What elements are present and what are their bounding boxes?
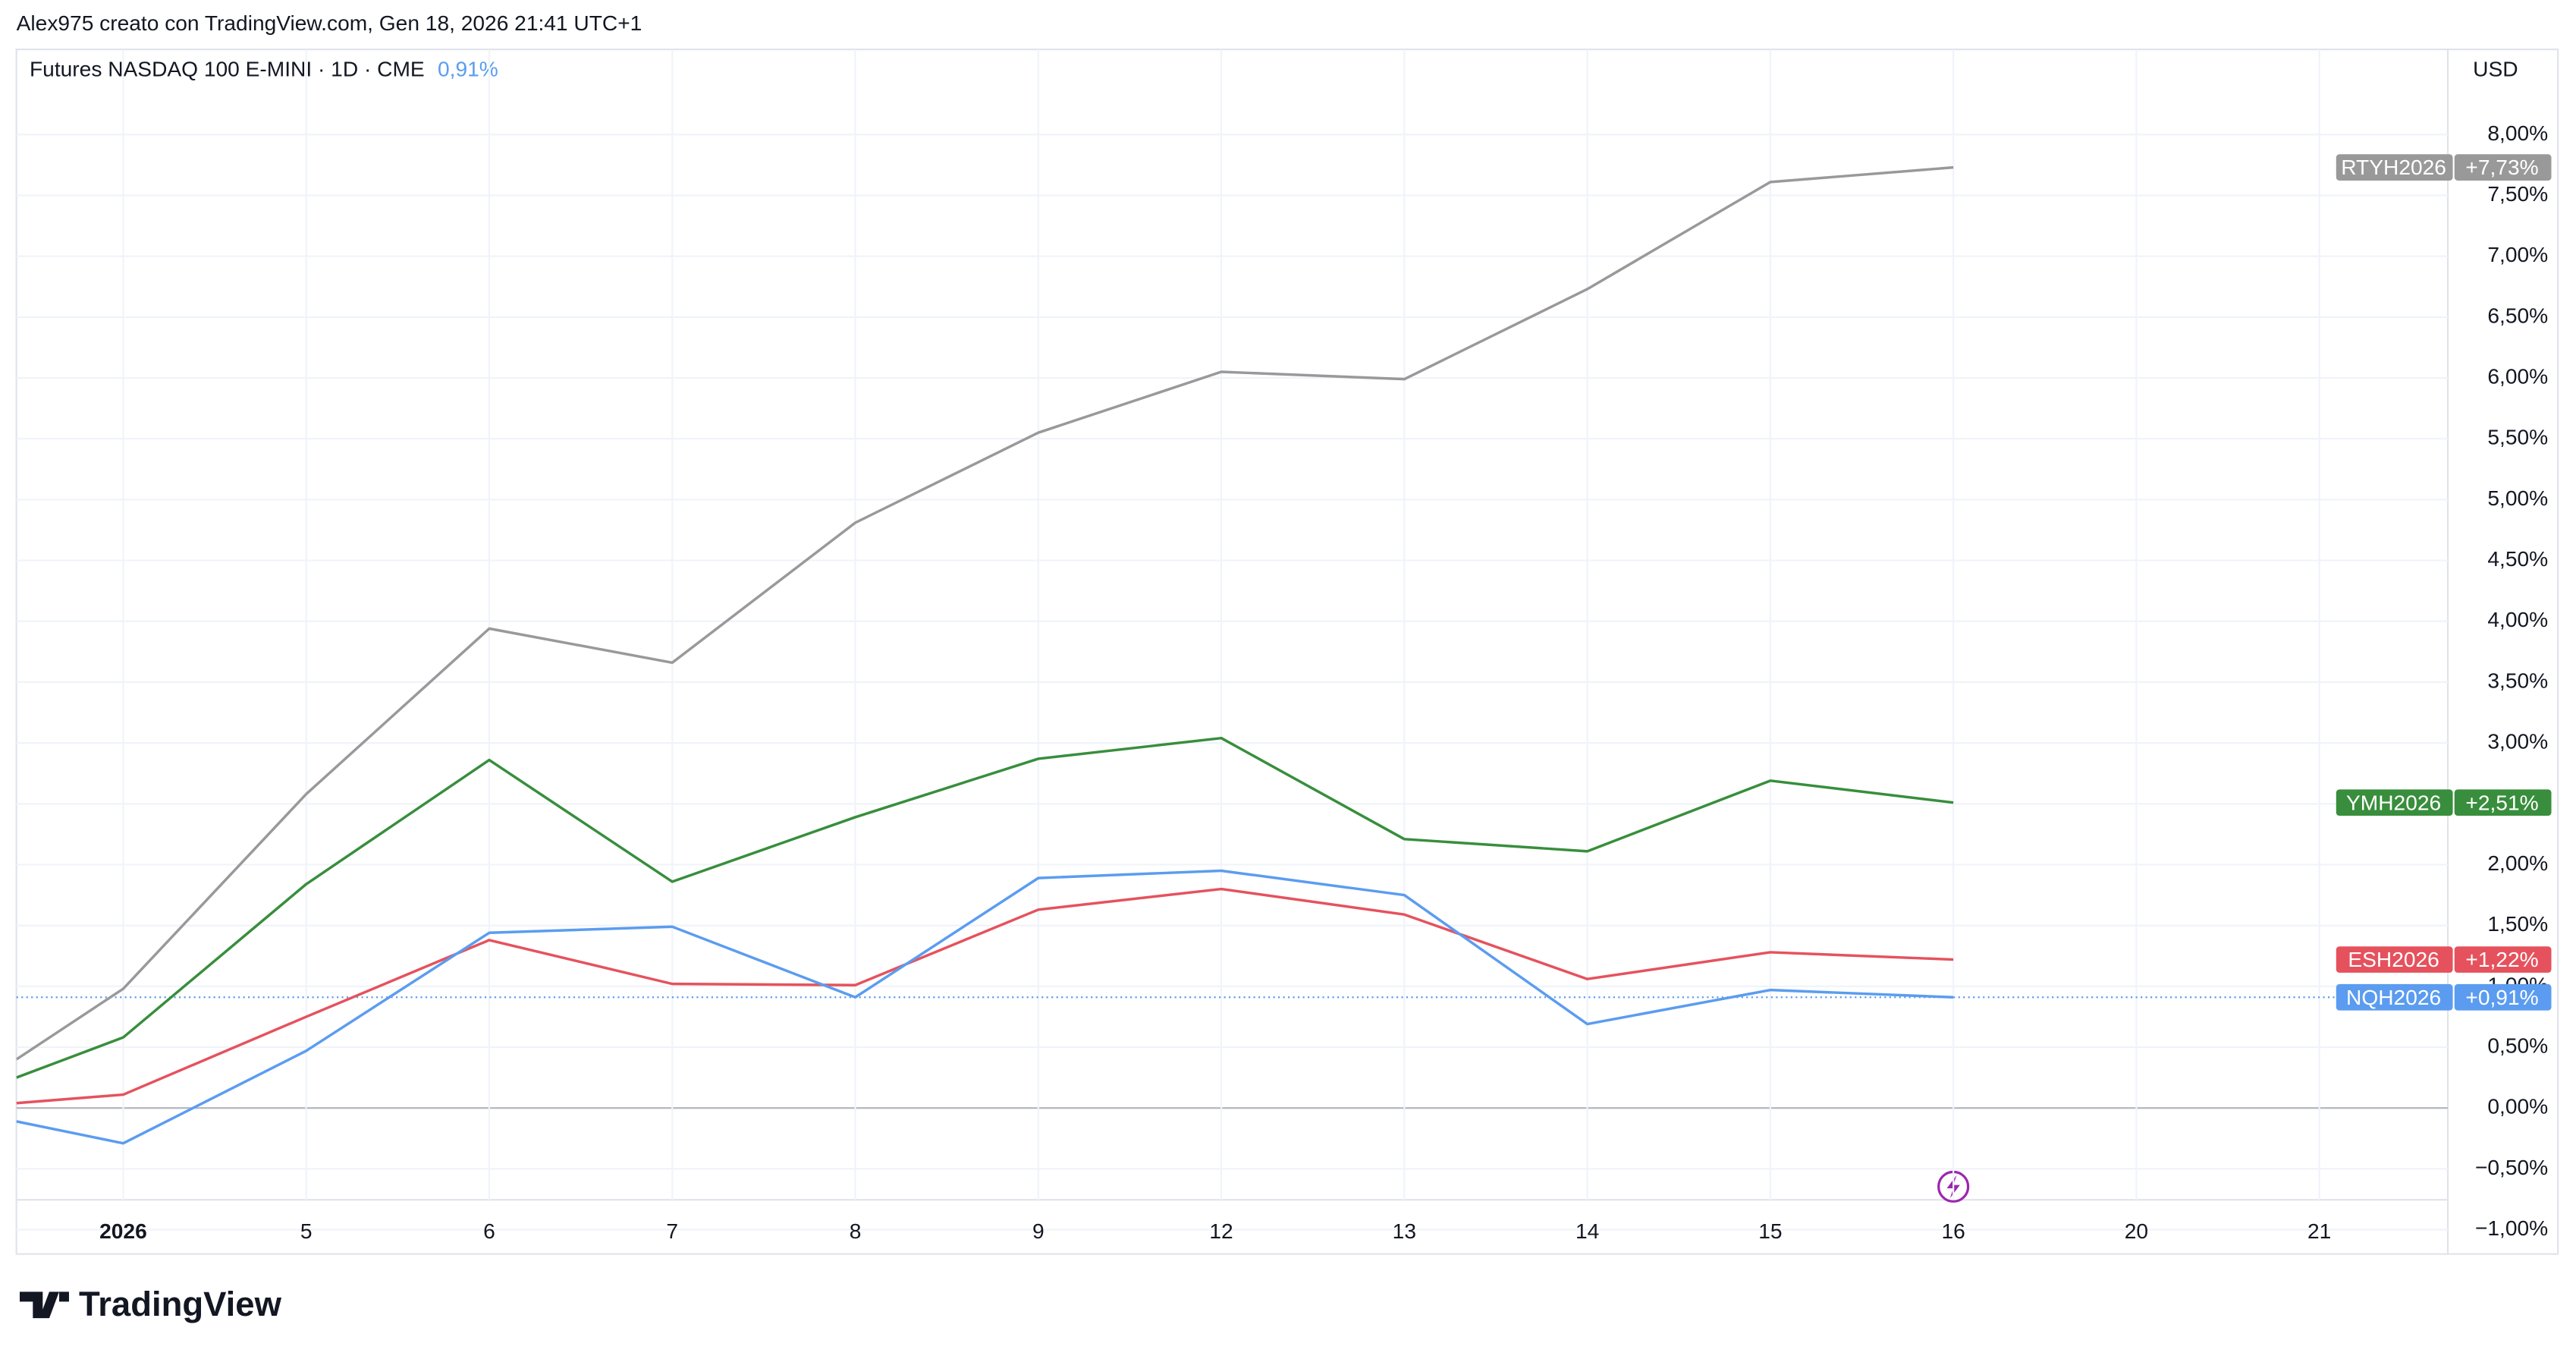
series-line [16,887,1954,1105]
series-tag: RTYH2026 +7,73% [2336,154,2552,181]
legend-value: 0,91% [438,58,498,81]
y-tick-label: 5,00% [2487,486,2548,510]
value-label: +0,91% [2465,986,2538,1009]
y-tick-label: 7,00% [2487,243,2548,266]
currency-label: USD [2473,58,2518,81]
series-name-tag [2336,946,2453,973]
x-tick-label: 5 [300,1219,313,1243]
x-tick-label: 7 [666,1219,678,1243]
y-tick-label: 6,00% [2487,364,2548,388]
value-tag [2454,983,2552,1011]
series-name-tag [2336,154,2453,181]
series-line [16,869,1954,1145]
series-name-tag [2336,983,2453,1011]
y-tick-label: 0,50% [2487,1034,2548,1057]
y-tick-label: 0,00% [2487,1095,2548,1118]
x-tick-label: 2026 [99,1219,147,1243]
y-tick-label: 5,50% [2487,426,2548,449]
value-label: +2,51% [2465,791,2538,814]
x-tick-label: 8 [850,1219,862,1243]
x-tick-label: 12 [1209,1219,1233,1243]
value-tag [2454,946,2552,973]
y-tick-label: 3,50% [2487,669,2548,692]
series-line [16,165,1954,1061]
x-tick-label: 13 [1393,1219,1416,1243]
y-tick-label: −1,00% [2475,1216,2548,1240]
y-tick-label: 8,00% [2487,121,2548,145]
series-tag: YMH2026 +2,51% [2336,789,2552,816]
x-tick-label: 9 [1032,1219,1045,1243]
y-tick-label: 6,50% [2487,304,2548,327]
series-name: YMH2026 [2346,791,2441,814]
y-tick-label: 1,50% [2487,912,2548,936]
y-tick-label: 7,50% [2487,182,2548,206]
value-label: +7,73% [2465,156,2538,179]
series-name: RTYH2026 [2341,156,2446,179]
value-label: +1,22% [2465,948,2538,971]
series-line [16,736,1954,1079]
series-name: ESH2026 [2348,948,2439,971]
y-tick-label: 3,00% [2487,730,2548,754]
series-tag: NQH2026 +0,91% [2336,983,2552,1011]
y-tick-label: 2,00% [2487,851,2548,875]
y-tick-label: 4,00% [2487,608,2548,631]
legend-title: Futures NASDAQ 100 E-MINI · 1D · CME [30,58,425,81]
x-tick-label: 14 [1575,1219,1599,1243]
x-tick-label: 20 [2125,1219,2148,1243]
x-tick-label: 21 [2307,1219,2331,1243]
value-tag [2454,154,2552,181]
series-name-tag [2336,789,2453,816]
series-tag: ESH2026 +1,22% [2336,946,2552,973]
value-tag [2454,789,2552,816]
series-name: NQH2026 [2346,986,2441,1009]
x-tick-label: 16 [1941,1219,1965,1243]
chart-frame [15,48,2559,1255]
attribution: Alex975 creato con TradingView.com, Gen … [17,11,642,35]
logo-text: TradingView [79,1285,282,1323]
logo: TradingView [19,1285,282,1323]
y-tick-label: −0,50% [2475,1156,2548,1179]
x-tick-label: 6 [483,1219,495,1243]
y-tick-label: 4,50% [2487,547,2548,571]
x-tick-label: 15 [1758,1219,1782,1243]
